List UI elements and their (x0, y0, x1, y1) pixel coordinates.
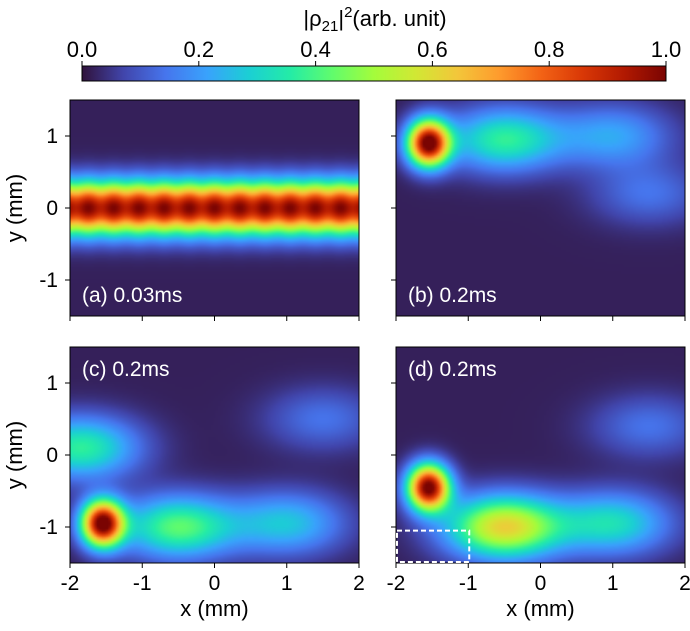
panel-label: (a) 0.03ms (82, 284, 182, 307)
y-tick-label: -1 (39, 269, 58, 292)
panel-b: (b) 0.2ms (391, 99, 686, 321)
x-tick-label: 0 (535, 572, 547, 595)
x-tick-label: 2 (353, 572, 365, 595)
y-tick-label: 1 (46, 125, 58, 148)
heatmap-image (396, 347, 685, 563)
panels: 1 0 -1 (a) 0.03ms y (mm) (b) 0.2ms 1 0 -1 -2 -1 0 1 2… (2, 99, 690, 621)
colorbar-tick-label: 1.0 (651, 37, 682, 62)
colorbar-tick-label: 0.2 (184, 37, 215, 62)
x-axis-label: x (mm) (180, 596, 248, 621)
y-tick-label: -1 (39, 516, 58, 539)
dashed-region-box (396, 529, 471, 563)
colorbar-tick-label: 0.4 (300, 37, 331, 62)
x-tick-label: -1 (133, 572, 152, 595)
x-tick-label: -2 (61, 572, 80, 595)
x-tick-label: 0 (209, 572, 221, 595)
colorbar-title: |ρ21|2(arb. unit) (303, 4, 446, 35)
x-axis-label: x (mm) (506, 596, 574, 621)
x-tick-label: -1 (459, 572, 478, 595)
x-tick-label: -2 (387, 572, 406, 595)
panel-d: -2 -1 0 1 2 (d) 0.2ms x (mm) (387, 346, 690, 621)
heatmap-image (70, 100, 359, 316)
heatmap-image (70, 347, 359, 563)
y-axis-label: y (mm) (2, 174, 27, 242)
x-tick-label: 1 (607, 572, 619, 595)
panel-label: (c) 0.2ms (82, 358, 170, 381)
colorbar-gradient (81, 65, 667, 82)
x-tick-label: 1 (281, 572, 293, 595)
panel-a: 1 0 -1 (a) 0.03ms y (mm) (2, 99, 360, 321)
panel-c: 1 0 -1 -2 -1 0 1 2 (c) 0.2ms y (mm) x (mm) (2, 346, 365, 621)
colorbar-tick-label: 0.0 (67, 37, 98, 62)
y-axis-label: y (mm) (2, 421, 27, 489)
colorbar-title-superscript: 2 (344, 4, 352, 21)
y-tick-label: 1 (46, 372, 58, 395)
panel-label: (d) 0.2ms (408, 358, 497, 381)
y-tick-label: 0 (46, 197, 58, 220)
heatmap-image (396, 100, 685, 316)
colorbar-title-subscript: 21 (322, 18, 339, 35)
y-tick-label: 0 (46, 444, 58, 467)
colorbar-title-suffix: (arb. unit) (352, 6, 446, 31)
colorbar-tick-label: 0.8 (534, 37, 565, 62)
panel-label: (b) 0.2ms (408, 284, 497, 307)
colorbar-title-prefix: |ρ (303, 6, 321, 31)
colorbar-tick-label: 0.6 (417, 37, 448, 62)
x-tick-label: 2 (679, 572, 690, 595)
colorbar: 0.0 0.2 0.4 0.6 0.8 1.0 (67, 37, 682, 82)
colorbar-title-bar: | (338, 6, 344, 31)
